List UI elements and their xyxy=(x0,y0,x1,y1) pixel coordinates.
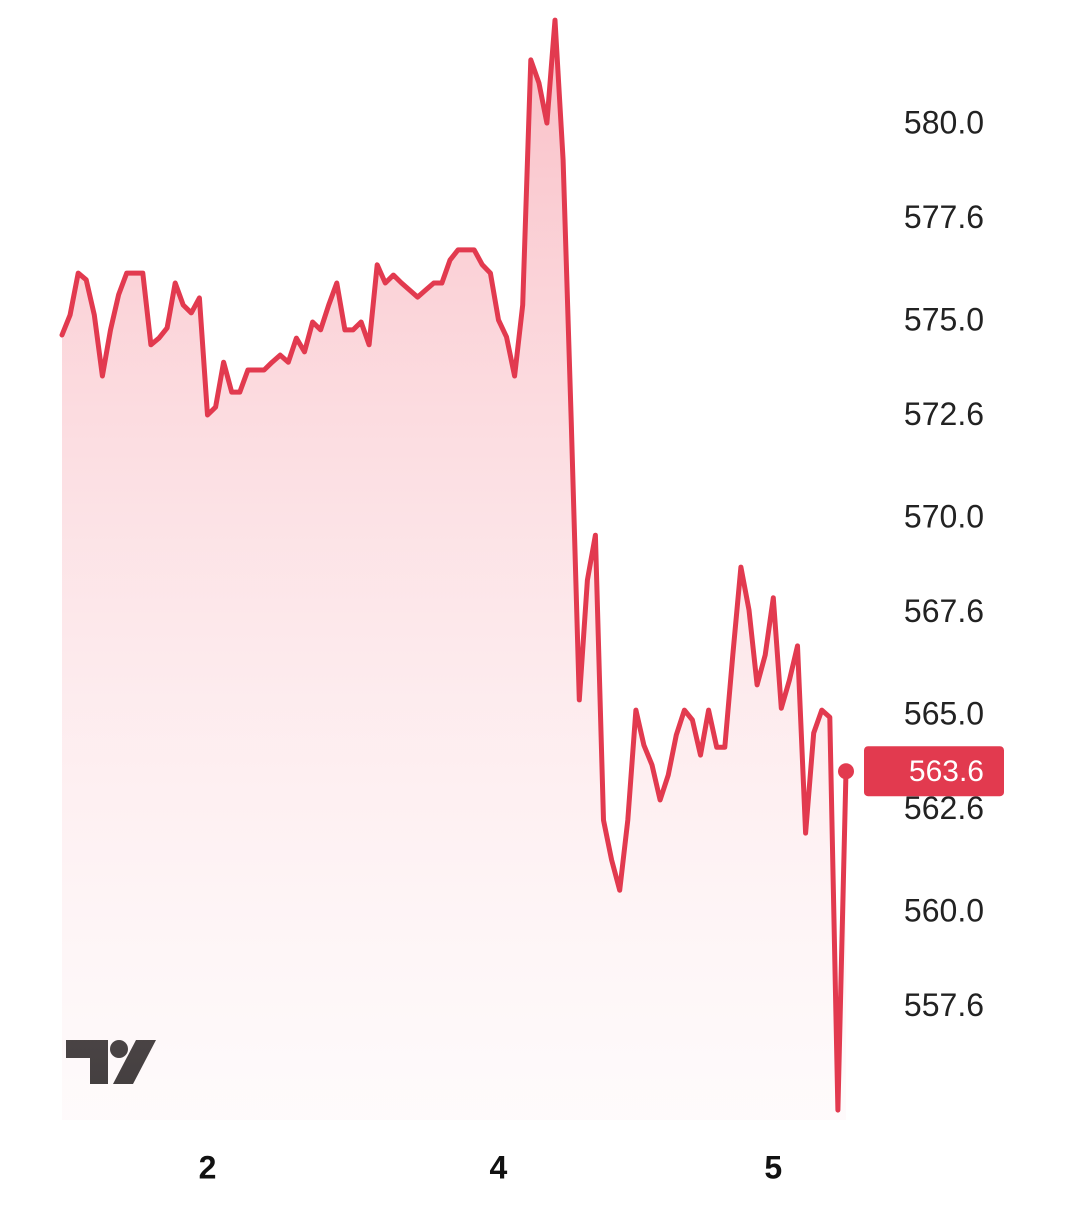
x-tick-label: 2 xyxy=(199,1149,217,1185)
y-tick-label: 580.0 xyxy=(904,104,984,140)
y-tick-label: 567.6 xyxy=(904,593,984,629)
y-tick-label: 570.0 xyxy=(904,498,984,534)
x-tick-label: 5 xyxy=(764,1149,782,1185)
last-point xyxy=(838,763,854,780)
area-fill xyxy=(62,20,846,1121)
y-tick-label: 577.6 xyxy=(904,199,984,235)
y-tick-label: 560.0 xyxy=(904,893,984,929)
y-tick-label: 575.0 xyxy=(904,301,984,337)
plot-area: 580.0577.6575.0572.6570.0567.6565.0562.6… xyxy=(59,17,1004,1185)
price-label: 563.6 xyxy=(909,755,984,788)
price-label-bg xyxy=(864,746,1004,797)
y-tick-label: 572.6 xyxy=(904,396,984,432)
x-tick-label: 4 xyxy=(490,1149,508,1185)
y-tick-label: 565.0 xyxy=(904,696,984,732)
y-tick-label: 557.6 xyxy=(904,987,984,1023)
price-line xyxy=(59,17,849,1113)
